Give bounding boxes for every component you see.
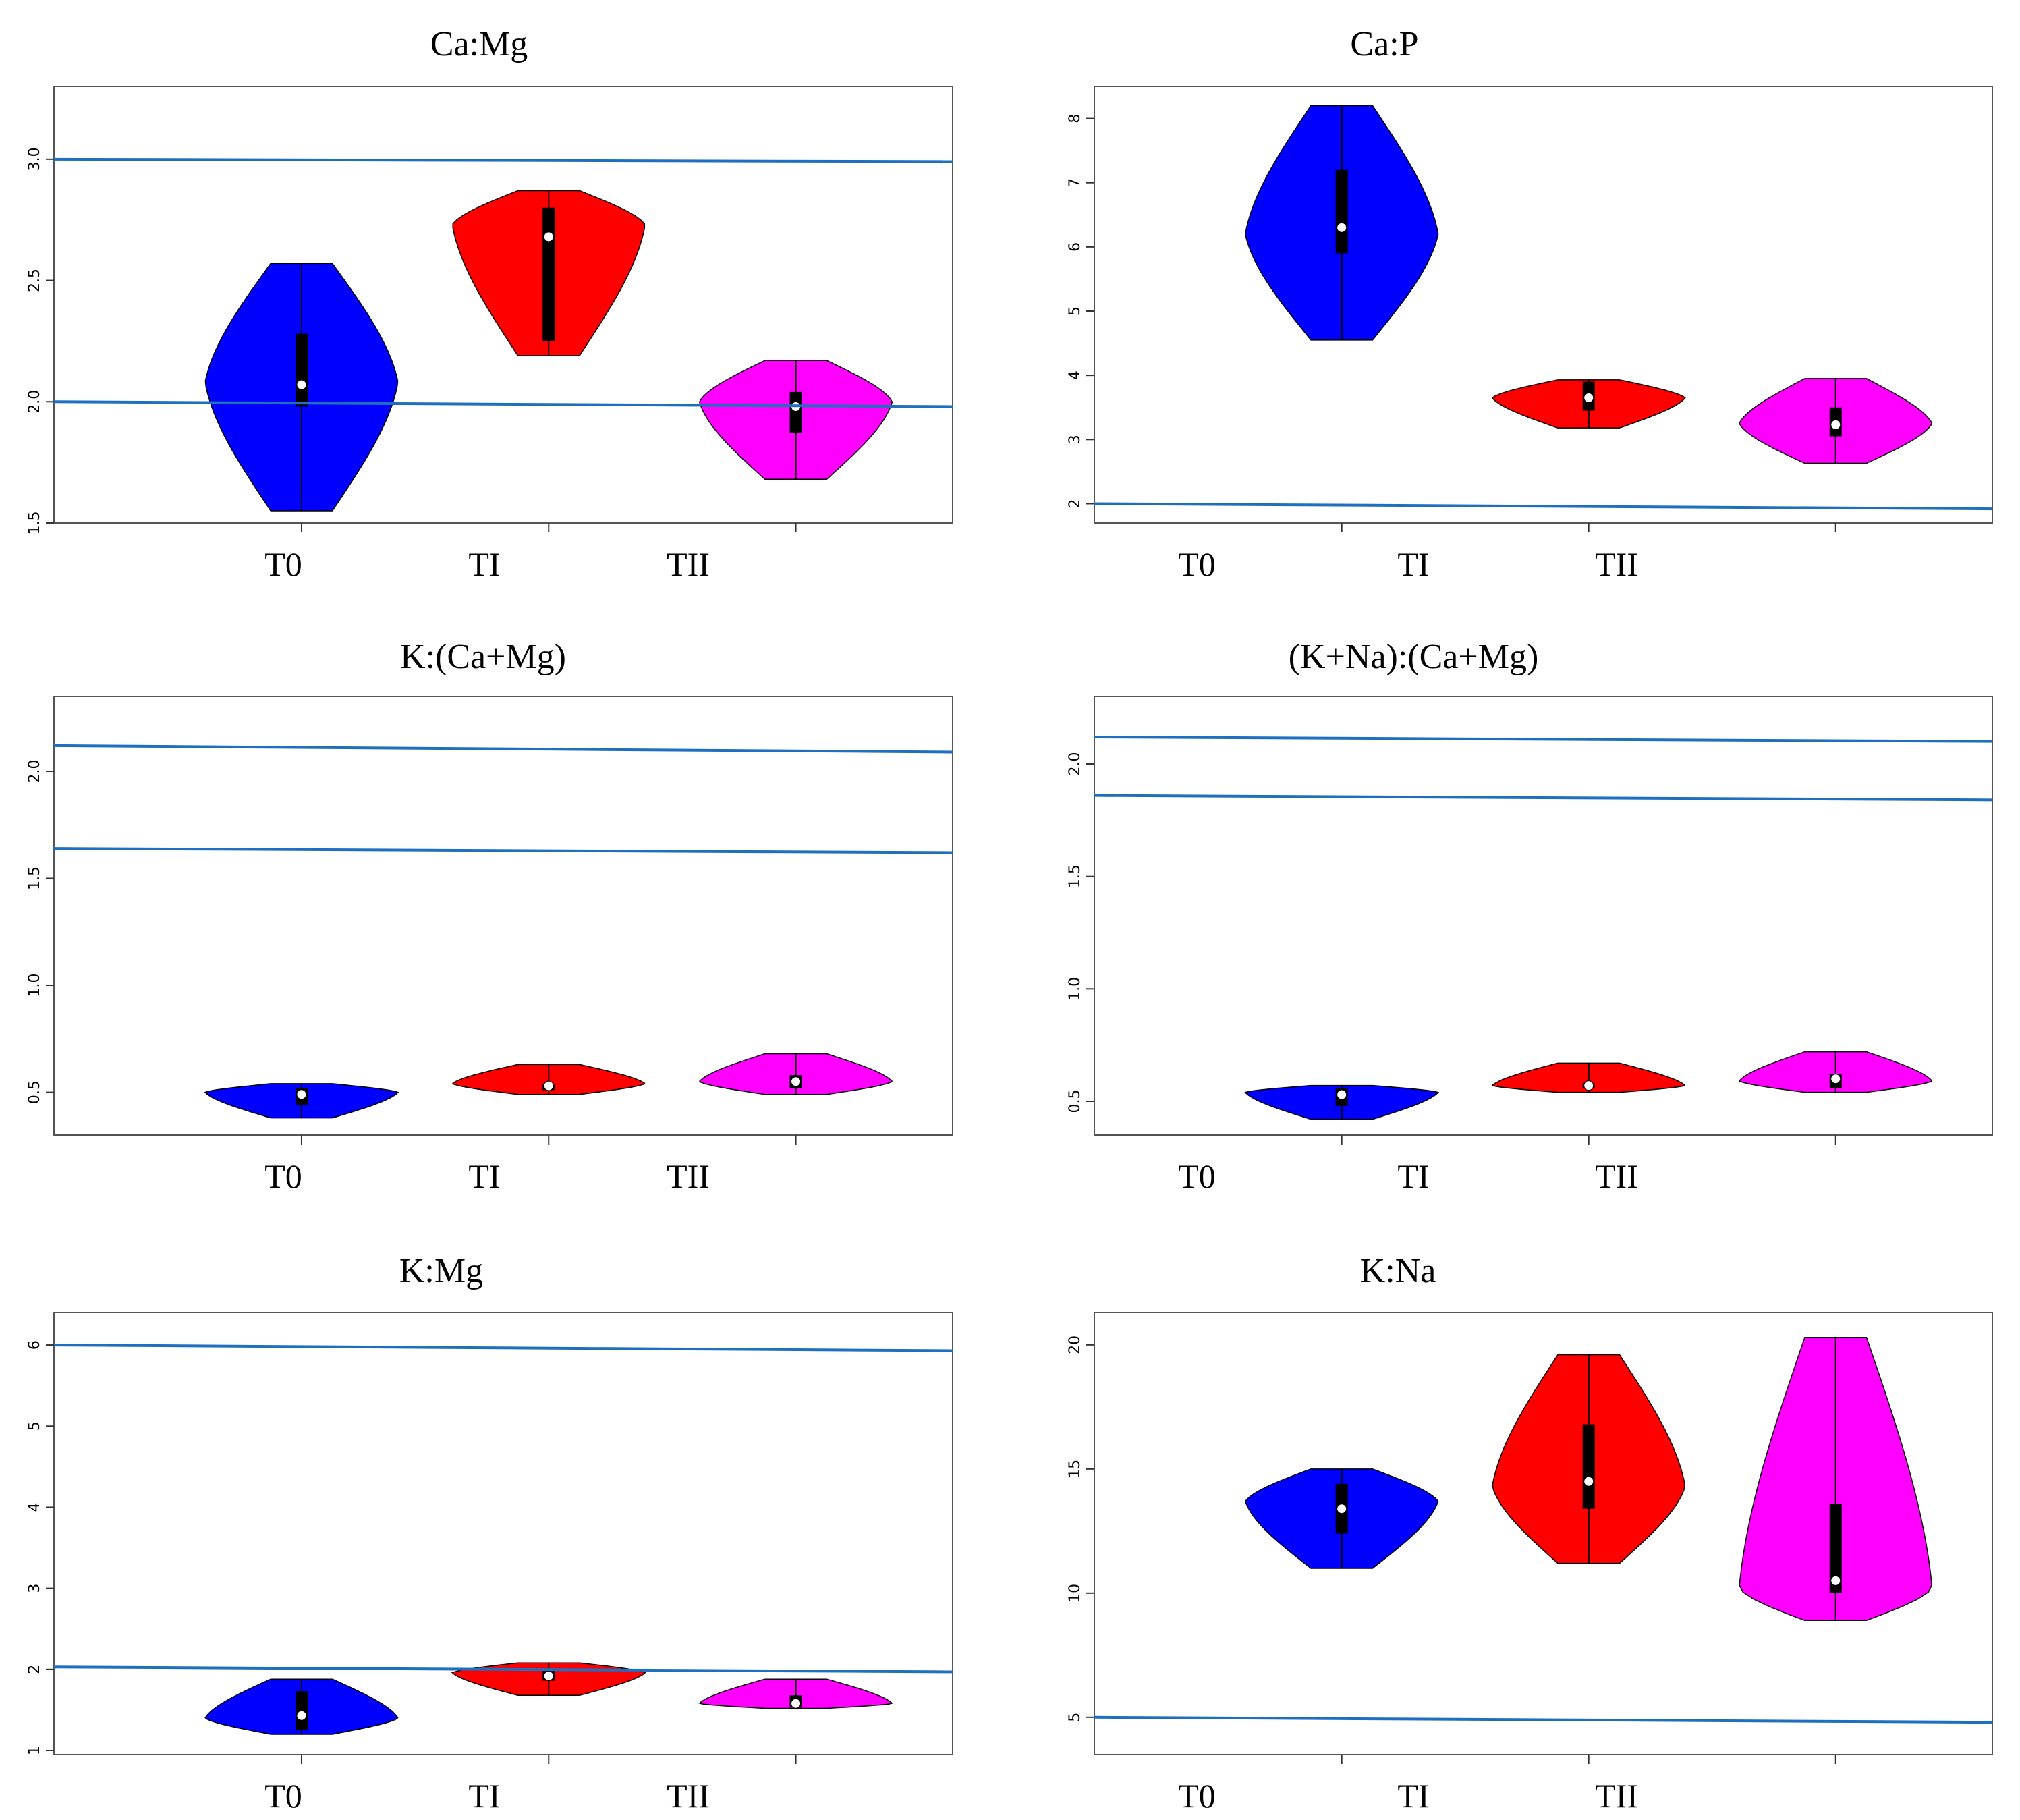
- median-point: [1830, 1074, 1841, 1084]
- iqr-box: [295, 333, 308, 407]
- y-tick-label: 6: [26, 1340, 43, 1350]
- reference-line: [53, 744, 953, 754]
- y-tick-label: 20: [1067, 1335, 1084, 1354]
- y-tick-label: 5: [26, 1421, 43, 1431]
- iqr-box: [1335, 169, 1348, 254]
- y-tick-label: 3: [1067, 435, 1084, 444]
- y-tick-label: 2.0: [26, 390, 43, 414]
- median-point: [1337, 222, 1347, 233]
- x-category-label: TI: [468, 1777, 500, 1815]
- median-point: [1583, 1080, 1594, 1091]
- x-category-label: T0: [1178, 1157, 1216, 1195]
- x-category-label: TII: [1595, 1777, 1638, 1815]
- y-tick-label: 3.0: [26, 147, 43, 171]
- x-category-label: TII: [1595, 1157, 1638, 1195]
- x-category-label: TI: [1397, 1157, 1429, 1195]
- chart-title: (K+Na):(Ca+Mg): [1289, 638, 1539, 676]
- y-tick-label: 4: [26, 1502, 43, 1512]
- x-category-label: TI: [1397, 1777, 1429, 1815]
- chart-title: K:Mg: [399, 1252, 483, 1290]
- x-category-label: TI: [468, 1157, 500, 1195]
- iqr-box: [1582, 1424, 1595, 1509]
- y-tick-label: 1: [26, 1746, 43, 1755]
- y-tick-label: 2.0: [1067, 752, 1084, 776]
- x-category-label: T0: [264, 545, 302, 583]
- chart-panel: Ca:Mg 1.5 2.0 2.5 3.0 T0 TI TII: [26, 25, 953, 583]
- iqr-box: [542, 207, 555, 341]
- y-tick-label: 7: [1067, 178, 1084, 188]
- y-tick-label: 0.5: [26, 1080, 43, 1104]
- reference-line: [1094, 1715, 1993, 1724]
- median-point: [296, 1710, 307, 1721]
- chart-panel: Ca:P 2 3 4 5 6 7 8 T0 TI TII: [1067, 25, 1993, 583]
- median-point: [296, 379, 307, 390]
- median-point: [1337, 1089, 1347, 1100]
- y-tick-label: 1.0: [26, 974, 43, 997]
- x-category-label: TI: [1397, 545, 1429, 583]
- y-tick-label: 2.5: [26, 269, 43, 292]
- y-tick-label: 4: [1067, 370, 1084, 380]
- median-point: [543, 1670, 554, 1681]
- chart-title: K:(Ca+Mg): [400, 638, 566, 676]
- y-tick-label: 15: [1067, 1460, 1084, 1479]
- y-tick-label: 1.5: [1067, 864, 1084, 888]
- median-point: [1830, 419, 1841, 430]
- median-point: [1830, 1575, 1841, 1586]
- reference-line: [53, 847, 953, 854]
- reference-line: [1094, 736, 1993, 743]
- median-point: [1583, 392, 1594, 403]
- x-category-label: T0: [1178, 545, 1216, 583]
- median-point: [1337, 1504, 1347, 1514]
- median-point: [543, 231, 554, 242]
- median-point: [543, 1080, 554, 1091]
- median-point: [1583, 1476, 1594, 1487]
- x-category-label: TI: [468, 545, 500, 583]
- y-tick-label: 2.0: [26, 759, 43, 783]
- y-tick-label: 3: [26, 1584, 43, 1593]
- chart-panel: K:Mg 1 2 3 4 5 6 T0 TI TII: [26, 1252, 953, 1815]
- y-tick-label: 2: [1067, 499, 1084, 508]
- reference-line: [53, 1344, 953, 1352]
- chart-panel: (K+Na):(Ca+Mg) 0.5 1.0 1.5 2.0 T0 TI TII: [1067, 638, 1993, 1195]
- y-tick-label: 5: [1067, 1713, 1084, 1722]
- iqr-box: [789, 391, 802, 434]
- x-category-label: TII: [667, 1777, 710, 1815]
- plot-frame: [1094, 696, 1993, 1136]
- iqr-box: [1829, 1504, 1842, 1593]
- chart-panel: K:(Ca+Mg) 0.5 1.0 1.5 2.0 T0 TI TII: [26, 638, 953, 1195]
- chart-title: Ca:P: [1350, 25, 1418, 63]
- reference-line: [53, 1665, 953, 1674]
- median-point: [791, 1698, 802, 1709]
- plot-frame: [53, 1312, 953, 1755]
- y-tick-label: 0.5: [1067, 1090, 1084, 1113]
- plot-frame: [53, 696, 953, 1136]
- median-point: [791, 1076, 802, 1087]
- y-tick-label: 1.5: [26, 512, 43, 535]
- y-tick-label: 8: [1067, 114, 1084, 123]
- chart-panel: K:Na 5 10 15 20 T0 TI TII: [1067, 1252, 1993, 1815]
- x-category-label: TII: [1595, 545, 1638, 583]
- chart-title: Ca:Mg: [430, 25, 528, 63]
- chart-title: K:Na: [1360, 1252, 1436, 1290]
- median-point: [296, 1089, 307, 1100]
- x-category-label: TII: [667, 1157, 710, 1195]
- reference-line: [53, 400, 953, 408]
- y-tick-label: 1.0: [1067, 977, 1084, 1001]
- plot-frame: [1094, 86, 1993, 524]
- y-tick-label: 6: [1067, 242, 1084, 252]
- y-tick-label: 10: [1067, 1584, 1084, 1603]
- x-category-label: T0: [264, 1157, 302, 1195]
- y-tick-label: 1.5: [26, 866, 43, 890]
- reference-line: [1094, 794, 1993, 802]
- x-category-label: TII: [667, 545, 710, 583]
- x-category-label: T0: [1178, 1777, 1216, 1815]
- plot-frame: [1094, 1312, 1993, 1755]
- reference-line: [1094, 502, 1993, 511]
- plot-frame: [53, 86, 953, 524]
- x-category-label: T0: [264, 1777, 302, 1815]
- y-tick-label: 2: [26, 1665, 43, 1674]
- reference-line: [53, 157, 953, 163]
- y-tick-label: 5: [1067, 306, 1084, 316]
